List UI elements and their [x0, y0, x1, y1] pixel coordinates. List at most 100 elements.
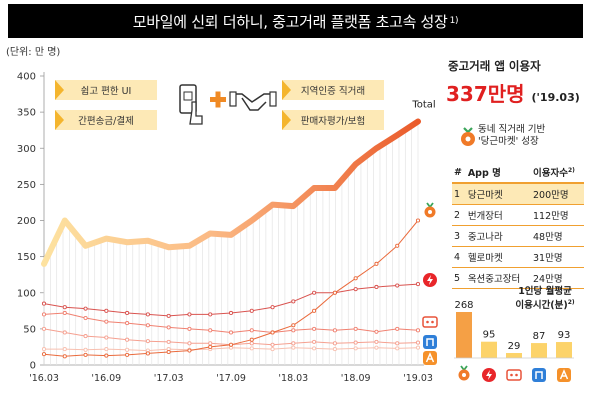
- x-tick-label: '18.09: [341, 373, 371, 384]
- x-tick-label: '17.09: [216, 373, 246, 384]
- data-point: [208, 312, 213, 317]
- data-point: [145, 339, 150, 344]
- x-tick-label: '16.09: [91, 373, 121, 384]
- table-cell-app: 당근마켓: [465, 183, 531, 205]
- table-cell-rank: 1: [452, 183, 466, 205]
- data-point: [415, 340, 421, 345]
- data-point: [187, 348, 192, 353]
- data-point: [125, 337, 130, 342]
- y-tick-label: 350: [17, 108, 36, 119]
- y-tick-label: 200: [17, 216, 36, 227]
- data-point: [332, 328, 337, 333]
- feature-seller-rating: 판매자평가/보험: [282, 110, 384, 130]
- total-label: Total: [411, 100, 435, 111]
- data-point: [104, 319, 109, 324]
- data-point: [208, 341, 213, 346]
- table-cell-rank: 2: [452, 204, 466, 226]
- data-point: [353, 326, 358, 331]
- usage-title-line2-text: 이용시간(분): [515, 300, 568, 312]
- data-point: [125, 347, 130, 352]
- data-point: [332, 290, 337, 295]
- feature-local-trade: 지역인증 직거래: [282, 80, 384, 100]
- carrot-icon: [424, 202, 436, 218]
- app-ranking-table: # App 명 이용자수2) 1 당근마켓 200만명 2 번개장터 112만명 3 중고나라…: [452, 162, 584, 289]
- data-point: [62, 305, 67, 310]
- carrot-icon: [458, 365, 470, 381]
- data-point: [104, 308, 109, 313]
- data-point: [166, 349, 171, 355]
- usage-bar-chart: 268 95 29 87 93: [454, 300, 574, 382]
- data-point: [332, 347, 337, 352]
- data-point: [312, 308, 317, 313]
- table-cell-app: 번개장터: [465, 204, 531, 226]
- data-point: [187, 312, 192, 317]
- feature-easy-ui: 쉽고 편한 UI: [55, 80, 157, 100]
- table-cell-users: 31만명: [531, 246, 584, 268]
- data-point: [187, 326, 192, 331]
- handshake-icon: [229, 91, 277, 111]
- auction-icon: [423, 351, 437, 365]
- growth-title: 동네 직거래 기반 '당근마켓' 성장: [478, 124, 588, 148]
- header-app: App 명: [465, 162, 531, 184]
- carrot-icon: [461, 127, 475, 146]
- joongna-icon: [506, 369, 522, 381]
- data-point: [374, 284, 379, 290]
- usage-bar: [456, 312, 472, 358]
- data-point: [166, 313, 171, 318]
- data-point: [83, 347, 88, 352]
- table-cell-users: 112만명: [531, 204, 584, 226]
- header-rank: #: [452, 162, 466, 184]
- series-line-total: [41, 118, 421, 267]
- data-point: [62, 330, 67, 335]
- data-point: [249, 308, 254, 313]
- table-cell-app: 중고나라: [465, 225, 531, 247]
- data-point: [395, 341, 400, 346]
- data-point: [332, 341, 337, 346]
- table-cell-rank: 3: [452, 225, 466, 247]
- users-value: 337만명 ('19.03): [446, 78, 580, 107]
- table-row: 2 번개장터 112만명: [452, 204, 584, 226]
- data-point: [291, 323, 296, 328]
- table-cell-users: 48만명: [531, 225, 584, 247]
- y-tick-label: 400: [17, 72, 36, 83]
- data-point: [395, 283, 400, 288]
- data-point: [415, 218, 421, 223]
- usage-bar: [481, 341, 497, 358]
- data-point: [353, 287, 358, 292]
- y-tick-label: 0: [30, 361, 36, 372]
- data-point: [166, 325, 171, 330]
- table-row: 4 헬로마켓 31만명: [452, 246, 584, 268]
- data-point: [208, 344, 213, 349]
- main-line-chart: 0 50 100 150 200 250 300 350 400 '16.03 '16.09 '17.…: [17, 72, 438, 384]
- table-body: 1 당근마켓 200만명 2 번개장터 112만명 3 중고나라 48만명 4 헬로마켓 31만명 5 옥…: [452, 183, 584, 289]
- data-point: [249, 337, 254, 342]
- data-point: [270, 305, 275, 310]
- x-tick-label: '17.03: [154, 373, 184, 384]
- usage-title: 1인당 월평균 이용시간(분)2): [500, 286, 590, 311]
- data-point: [249, 341, 254, 346]
- data-point: [353, 340, 358, 345]
- data-point: [62, 310, 67, 316]
- data-point: [62, 347, 67, 352]
- data-point: [395, 346, 400, 351]
- data-point: [145, 351, 150, 356]
- y-tick-label: 300: [17, 144, 36, 155]
- data-point: [291, 341, 296, 346]
- data-point: [291, 328, 296, 333]
- users-value-number: 337만명: [446, 82, 525, 106]
- data-point: [125, 310, 130, 316]
- data-point: [125, 352, 130, 357]
- hello-icon: [423, 335, 437, 349]
- growth-title-line1: 동네 직거래 기반: [478, 124, 546, 135]
- data-point: [291, 345, 296, 350]
- table-row: 3 중고나라 48만명: [452, 225, 584, 247]
- table-row: 5 옥션중고장터 24만명: [452, 267, 584, 289]
- data-point: [228, 342, 234, 347]
- table-cell-app: 옥션중고장터: [465, 267, 531, 289]
- table-cell-users: 24만명: [531, 267, 584, 289]
- data-point: [41, 347, 47, 352]
- data-point: [62, 354, 67, 359]
- data-point: [374, 261, 379, 266]
- data-point: [415, 282, 421, 287]
- data-point: [374, 339, 379, 344]
